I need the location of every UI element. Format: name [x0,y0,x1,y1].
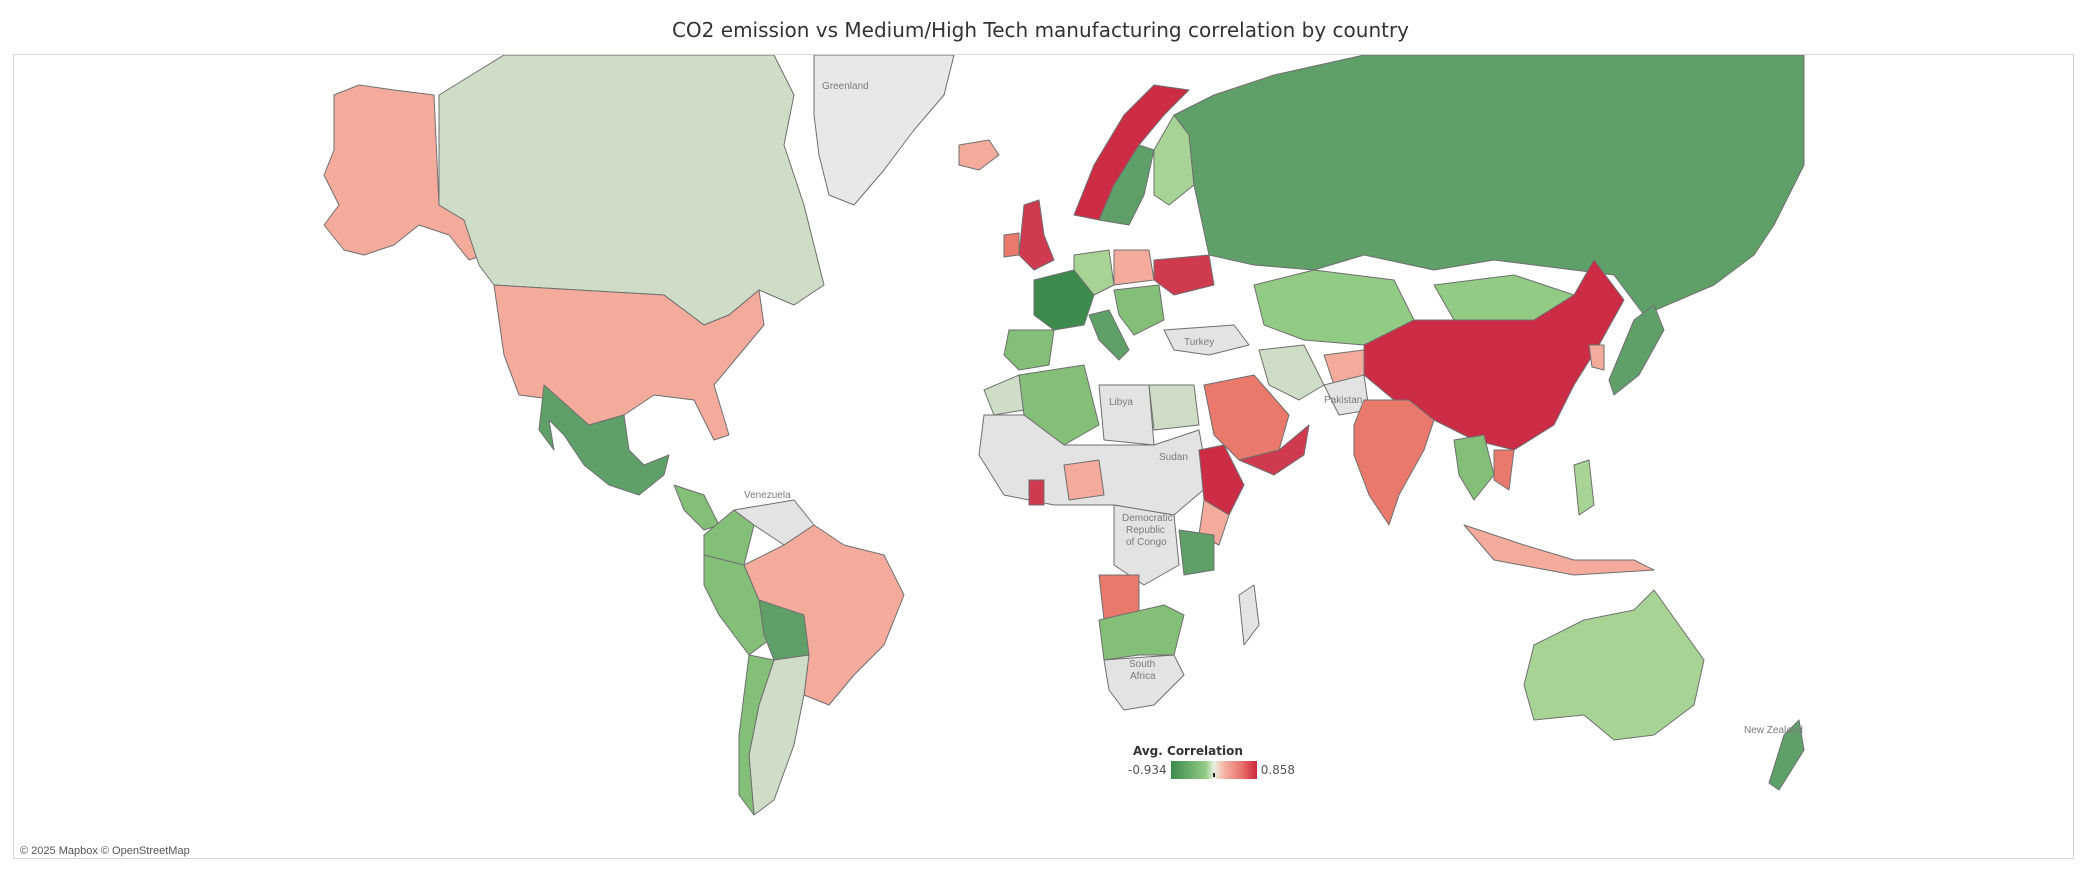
country-korea[interactable] [1588,344,1605,371]
country-iceland[interactable] [958,139,1000,171]
country-turkey[interactable] [1163,324,1250,356]
country-ghana[interactable] [1028,479,1045,506]
label-pakistan: Pakistan [1324,395,1362,406]
legend-gradient-bar [1170,761,1257,779]
legend-min-value: -0.934 [1128,763,1167,777]
label-greenland: Greenland [822,81,869,92]
country-nigeria[interactable] [1063,459,1105,501]
label-drc-line3: of Congo [1126,537,1167,548]
country-japan[interactable] [1608,304,1665,396]
country-chile[interactable] [738,654,775,816]
color-legend: Avg. Correlation -0.934 0.858 [1128,744,1318,779]
map-area[interactable]: Greenland Turkey Libya Sudan Pakistan Ve… [13,54,2074,859]
legend-title: Avg. Correlation [1133,744,1243,758]
label-drc-line2: Republic [1126,525,1165,536]
country-egypt[interactable] [1148,384,1200,431]
country-spain[interactable] [1003,329,1055,371]
country-algeria[interactable] [1018,364,1100,446]
country-yemen-oman[interactable] [1238,424,1310,476]
country-south-africa[interactable] [1103,654,1185,711]
country-iran[interactable] [1258,344,1325,401]
country-uk[interactable] [1018,199,1055,271]
country-alaska[interactable] [323,84,485,261]
label-drc-line1: Democratic [1122,513,1173,524]
country-germany[interactable] [1073,249,1115,296]
legend-midpoint-marker [1212,773,1215,777]
legend-max-value: 0.858 [1260,763,1296,777]
country-italy[interactable] [1088,309,1130,361]
country-balkans[interactable] [1113,284,1165,336]
country-ethiopia[interactable] [1198,444,1245,516]
country-new-zealand[interactable] [1768,719,1805,791]
country-philippines[interactable] [1573,459,1595,516]
country-indonesia[interactable] [1463,524,1655,576]
label-south-africa-line1: South [1129,659,1155,670]
country-drc[interactable] [1113,504,1180,586]
label-libya: Libya [1109,397,1133,408]
country-thailand[interactable] [1453,434,1495,501]
country-ukraine[interactable] [1153,254,1215,296]
country-australia[interactable] [1523,589,1705,741]
country-madagascar[interactable] [1238,584,1260,646]
country-russia[interactable] [1173,55,1805,316]
world-map[interactable]: Greenland Turkey Libya Sudan Pakistan Ve… [14,55,2074,859]
country-vietnam[interactable] [1493,449,1515,491]
label-south-africa-line2: Africa [1130,671,1156,682]
label-turkey: Turkey [1184,337,1214,348]
country-libya[interactable] [1098,384,1155,446]
country-morocco[interactable] [983,374,1025,416]
country-poland[interactable] [1113,249,1155,286]
country-canada[interactable] [438,55,825,326]
map-title: CO2 emission vs Medium/High Tech manufac… [671,18,1410,42]
country-ireland[interactable] [1003,232,1020,258]
country-tanzania[interactable] [1178,529,1215,576]
country-india[interactable] [1353,399,1435,526]
country-mexico[interactable] [538,384,670,496]
map-attribution[interactable]: © 2025 Mapbox © OpenStreetMap [20,845,190,857]
label-new-zealand: New Zealand [1744,725,1803,736]
label-sudan: Sudan [1159,452,1188,463]
label-venezuela: Venezuela [744,490,791,501]
country-central-america[interactable] [673,484,720,531]
country-greenland[interactable] [813,55,955,206]
